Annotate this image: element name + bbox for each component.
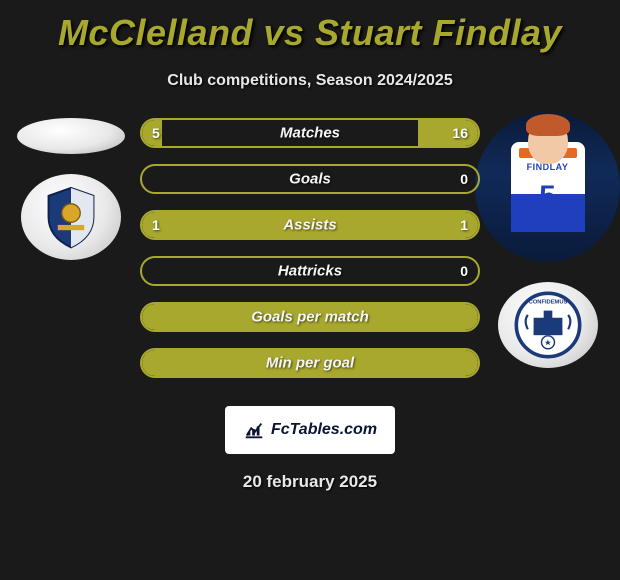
- middle-section: FINDLAY 5 CONFIDEMUS: [0, 118, 620, 398]
- stat-label: Matches: [142, 125, 478, 142]
- date-text: 20 february 2025: [0, 472, 620, 492]
- chart-icon: [243, 419, 265, 441]
- stat-value-right: 16: [452, 125, 468, 141]
- brand-text: FcTables.com: [271, 421, 377, 439]
- player-left-column: [8, 118, 133, 260]
- stat-row: Matches5 16: [140, 118, 480, 148]
- stat-row: Goals per match: [140, 302, 480, 332]
- player-left-photo: [17, 118, 125, 154]
- stat-label: Assists: [142, 217, 478, 234]
- player-right-photo: FINDLAY 5: [475, 112, 620, 262]
- stat-row: Assists1 1: [140, 210, 480, 240]
- player-hair: [526, 114, 570, 136]
- stat-label: Goals: [142, 171, 478, 188]
- club-crest-right: CONFIDEMUS: [498, 282, 598, 368]
- brand-box: FcTables.com: [225, 406, 395, 454]
- stat-bars: Matches516Goals0Assists11Hattricks0Goals…: [140, 118, 480, 394]
- club-crest-icon: CONFIDEMUS: [509, 289, 587, 361]
- stat-value-right: 0: [460, 263, 468, 279]
- stat-value-left: 5: [152, 125, 160, 141]
- page-title: McClelland vs Stuart Findlay: [0, 12, 620, 54]
- shield-icon: [36, 184, 106, 250]
- subtitle: Club competitions, Season 2024/2025: [0, 72, 620, 90]
- svg-text:CONFIDEMUS: CONFIDEMUS: [528, 299, 567, 305]
- stat-value-right: 0: [460, 171, 468, 187]
- player-right-column: FINDLAY 5 CONFIDEMUS: [485, 118, 610, 368]
- stat-row: Min per goal: [140, 348, 480, 378]
- stat-label: Min per goal: [142, 355, 478, 372]
- club-crest-left: [21, 174, 121, 260]
- stat-label: Goals per match: [142, 309, 478, 326]
- stat-row: Hattricks0: [140, 256, 480, 286]
- stat-value-left: 1: [152, 217, 160, 233]
- stat-label: Hattricks: [142, 263, 478, 280]
- stat-value-right: 1: [460, 217, 468, 233]
- comparison-infographic: McClelland vs Stuart Findlay Club compet…: [0, 0, 620, 580]
- stat-row: Goals0: [140, 164, 480, 194]
